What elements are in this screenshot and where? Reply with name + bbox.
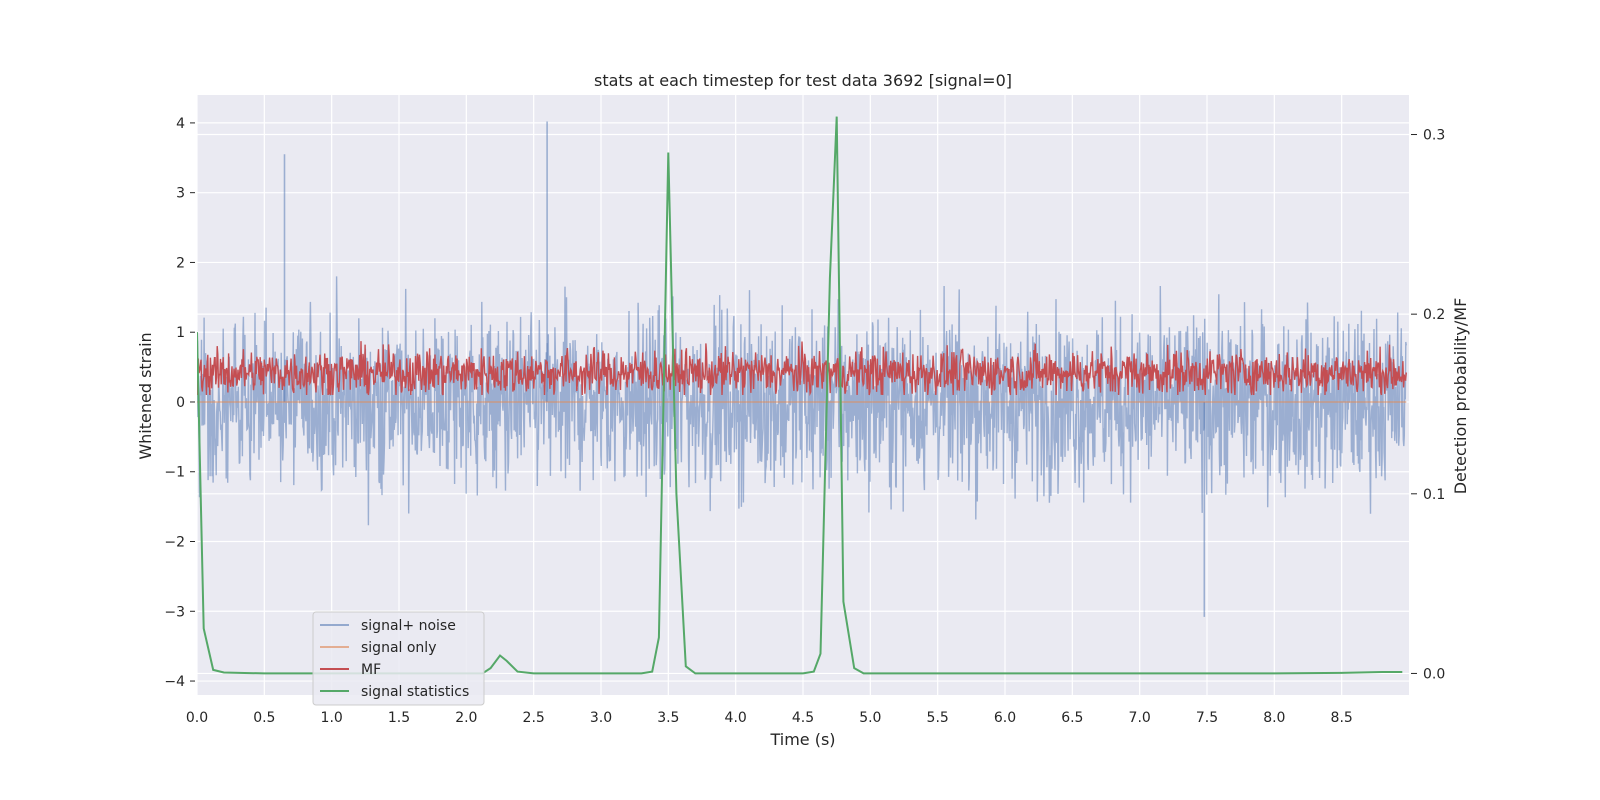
y2-axis-label: Detection probability/MF — [1451, 298, 1470, 495]
y-tick-label: 2 — [176, 255, 185, 271]
y2-axis-ticks: 0.0 0.1 0.2 0.3 — [1411, 128, 1445, 682]
y-tick-label: 3 — [176, 186, 185, 202]
x-axis-ticks: 0.0 0.5 1.0 1.5 2.0 2.5 3.0 3.5 4.0 4.5 5.0 5.5 6.0 6… — [186, 710, 1353, 726]
y2-tick-label: 0.0 — [1423, 666, 1445, 682]
x-tick-label: 0.0 — [186, 710, 208, 726]
y-tick-label: −1 — [164, 465, 185, 481]
x-tick-label: 7.5 — [1196, 710, 1218, 726]
y2-tick-label: 0.1 — [1423, 487, 1445, 503]
legend-label-signal-noise: signal+ noise — [361, 618, 456, 634]
series-mf — [197, 341, 1407, 397]
x-tick-label: 1.0 — [321, 710, 343, 726]
x-axis-label: Time (s) — [769, 730, 835, 749]
y-tick-label: −4 — [164, 674, 185, 690]
legend-box — [312, 611, 485, 706]
x-tick-label: 0.5 — [253, 710, 275, 726]
x-tick-label: 1.5 — [388, 710, 410, 726]
chart-title: stats at each timestep for test data 369… — [594, 71, 1012, 90]
x-tick-label: 8.5 — [1331, 710, 1353, 726]
legend-label-mf: MF — [361, 662, 381, 678]
x-tick-label: 5.0 — [859, 710, 881, 726]
y-tick-label: −3 — [164, 604, 185, 620]
y2-tick-label: 0.2 — [1423, 307, 1445, 323]
x-tick-label: 2.0 — [455, 710, 477, 726]
y-axis-ticks: −4 −3 −2 −1 0 1 2 3 4 — [164, 116, 195, 690]
x-tick-label: 3.5 — [657, 710, 679, 726]
x-tick-label: 3.0 — [590, 710, 612, 726]
x-tick-label: 2.5 — [523, 710, 545, 726]
y-tick-label: 1 — [176, 325, 185, 341]
y-tick-label: 0 — [176, 395, 185, 411]
x-tick-label: 4.0 — [725, 710, 747, 726]
series-signal-noise — [197, 276, 1407, 526]
y2-tick-label: 0.3 — [1423, 128, 1445, 144]
y-axis-label: Whitened strain — [136, 332, 155, 459]
y-tick-label: −2 — [164, 535, 185, 551]
y-tick-label: 4 — [176, 116, 185, 132]
x-tick-label: 8.0 — [1263, 710, 1285, 726]
x-tick-label: 6.0 — [994, 710, 1016, 726]
x-tick-label: 4.5 — [792, 710, 814, 726]
legend: signal+ noise signal only MF signal stat… — [312, 611, 485, 706]
legend-label-signal-only: signal only — [361, 640, 436, 656]
legend-label-signal-statistics: signal statistics — [361, 684, 469, 700]
series-signal-noise-peaks — [283, 121, 1206, 617]
x-tick-label: 7.0 — [1129, 710, 1151, 726]
x-tick-label: 5.5 — [927, 710, 949, 726]
x-tick-label: 6.5 — [1061, 710, 1083, 726]
